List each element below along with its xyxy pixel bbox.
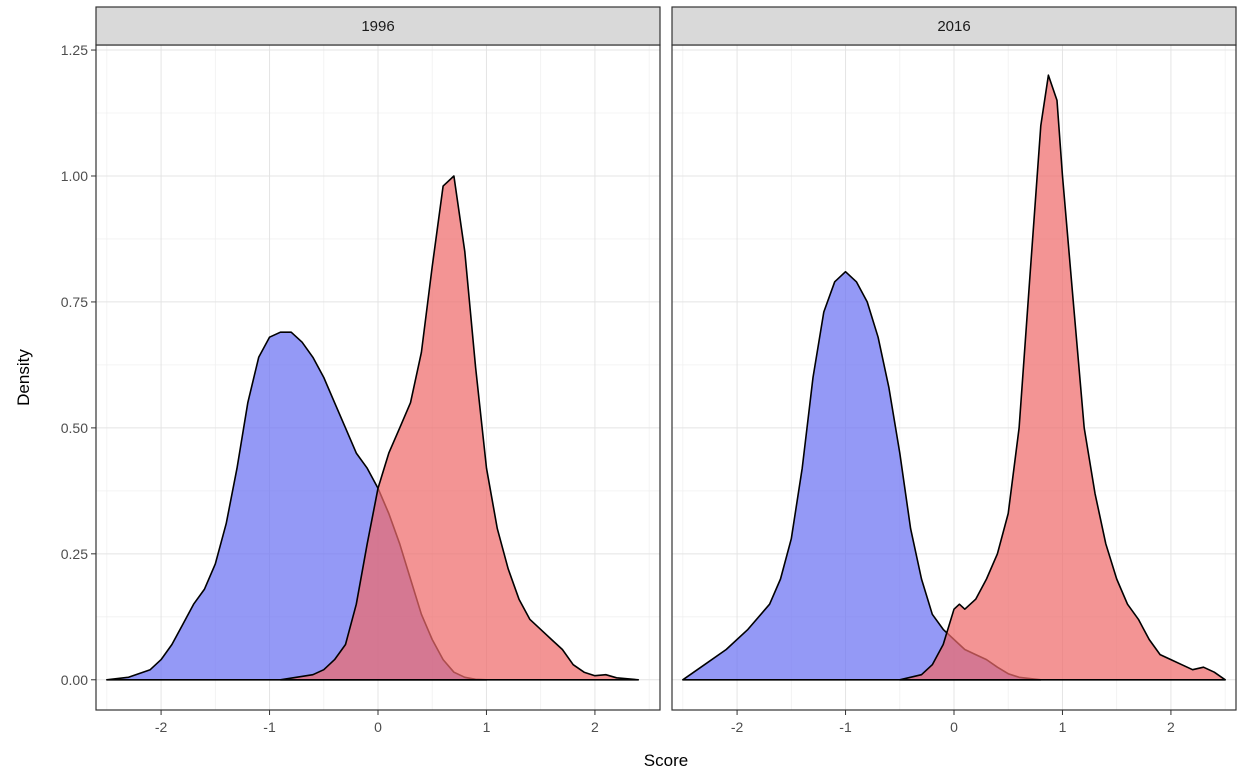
y-tick-label: 1.00 [61,168,88,184]
panel-2016: 2016 -2 -1 0 1 2 [671,6,1237,735]
density-area-red [899,74,1226,681]
y-tick-label: 0.00 [61,672,88,688]
y-tick-label: 1.25 [61,42,88,58]
x-tick-label: 2 [1167,719,1175,735]
x-tick-label: 1 [483,719,491,735]
x-axis-title: Score [644,751,688,770]
facet-strip [95,6,661,46]
x-tick-label: 1 [1059,719,1067,735]
facet-strip-label: 2016 [937,18,970,35]
panel-1996: 1996 -2 -1 0 1 2 [95,6,661,735]
x-tick-label: -1 [839,719,852,735]
x-tick-label: -2 [731,719,744,735]
x-tick-label: -2 [155,719,168,735]
x-tick-label: 0 [950,719,958,735]
y-tick-label: 0.50 [61,420,88,436]
facet-strip-label: 1996 [361,18,394,35]
y-tick-label: 0.25 [61,546,88,562]
x-tick-label: 2 [591,719,599,735]
y-tick-label: 0.75 [61,294,88,310]
x-tick-label: 0 [374,719,382,735]
facet-strip [671,6,1237,46]
density-area-red [279,175,640,681]
y-axis-title: Density [14,349,33,406]
x-tick-label: -1 [263,719,276,735]
